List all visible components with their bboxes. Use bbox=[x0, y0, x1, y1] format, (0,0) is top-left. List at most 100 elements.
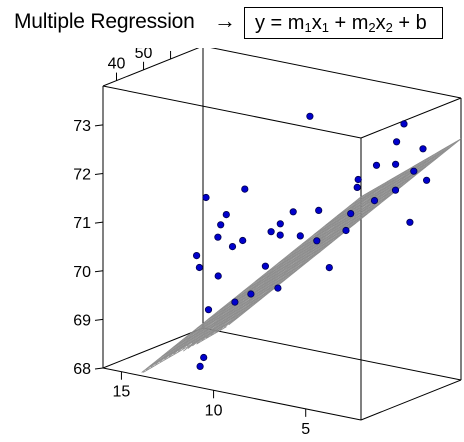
plane-grid-line bbox=[149, 307, 251, 367]
data-point bbox=[392, 138, 401, 146]
plane-grid-line bbox=[360, 138, 462, 198]
equation-plus: + m bbox=[328, 12, 369, 34]
data-point bbox=[276, 220, 284, 228]
data-point bbox=[276, 231, 284, 239]
data-point bbox=[422, 176, 431, 184]
data-point bbox=[222, 211, 230, 219]
header-label: Multiple Regression bbox=[14, 10, 195, 33]
data-point bbox=[353, 183, 361, 191]
plane-grid-line bbox=[313, 176, 415, 235]
plane-grid-line bbox=[161, 298, 262, 357]
box-edge bbox=[102, 327, 204, 369]
plane-grid-line bbox=[184, 279, 286, 339]
box-edge bbox=[210, 48, 462, 99]
plane-grid-line bbox=[278, 204, 380, 263]
equation-sub-x2: 2 bbox=[385, 20, 393, 35]
x1-tick-label: 5 bbox=[301, 421, 310, 438]
data-point bbox=[325, 263, 333, 272]
data-point bbox=[241, 185, 249, 193]
data-point bbox=[296, 232, 304, 240]
box-edge bbox=[202, 327, 462, 381]
axis-labels: 6869707172735101540506070 bbox=[73, 48, 310, 438]
data-point bbox=[354, 175, 362, 184]
equation-sub-x1: 1 bbox=[321, 20, 329, 35]
plane-grid-line bbox=[325, 166, 427, 226]
box-edge bbox=[102, 48, 200, 87]
data-point bbox=[391, 160, 400, 168]
plane-grid-line bbox=[142, 316, 239, 373]
data-point bbox=[347, 210, 355, 218]
equation-x1: x bbox=[311, 12, 322, 34]
box-edge bbox=[360, 97, 462, 139]
data-point bbox=[400, 120, 408, 128]
data-point bbox=[217, 221, 225, 229]
z-tick-label: 72 bbox=[73, 167, 91, 184]
header: Multiple Regression → y = m1x1 + m2x2 + … bbox=[0, 0, 464, 48]
data-point bbox=[315, 206, 323, 214]
data-point bbox=[274, 284, 282, 292]
data-point bbox=[202, 193, 210, 202]
data-point bbox=[228, 243, 237, 251]
plane-grid-line bbox=[231, 241, 333, 301]
z-tick-label: 73 bbox=[73, 118, 91, 135]
z-tick-label: 69 bbox=[73, 312, 91, 329]
data-point bbox=[231, 298, 239, 306]
equation-box: y = m1x1 + m2x2 + b bbox=[244, 7, 443, 39]
plane-grid-line bbox=[173, 288, 274, 348]
plane-grid-line bbox=[337, 157, 438, 216]
data-points bbox=[193, 112, 431, 370]
data-point bbox=[261, 262, 269, 270]
plane-grid-line bbox=[141, 196, 362, 373]
z-tick bbox=[94, 318, 104, 321]
scatter-3d-chart: 6869707172735101540506070 bbox=[73, 48, 462, 438]
plane-grid-line bbox=[208, 260, 309, 320]
data-point bbox=[289, 208, 297, 216]
plane-grid-line bbox=[290, 194, 391, 254]
box-edge bbox=[102, 367, 362, 421]
equation-sub-m2: 2 bbox=[368, 20, 376, 35]
equation-tail: + b bbox=[392, 12, 427, 34]
plane-grid-line bbox=[196, 326, 227, 345]
data-point bbox=[391, 186, 400, 194]
box-edge bbox=[360, 379, 462, 421]
x2-tick-label: 40 bbox=[108, 56, 126, 73]
z-tick bbox=[94, 173, 104, 176]
arrow-icon: → bbox=[214, 8, 236, 33]
data-point bbox=[239, 236, 247, 245]
z-tick-label: 71 bbox=[73, 215, 91, 232]
plane-grid-line bbox=[349, 147, 450, 207]
z-tick bbox=[94, 221, 104, 224]
data-point bbox=[195, 263, 203, 272]
x1-tick-label: 10 bbox=[205, 402, 223, 419]
data-point bbox=[313, 237, 321, 245]
data-point bbox=[200, 353, 208, 362]
data-point bbox=[267, 228, 275, 236]
plane-grid-line bbox=[243, 232, 344, 292]
z-tick bbox=[94, 270, 104, 273]
x2-tick-label: 60 bbox=[162, 48, 180, 51]
regression-plane bbox=[141, 138, 462, 373]
data-point bbox=[196, 362, 204, 370]
x2-tick-label: 50 bbox=[135, 48, 153, 62]
data-point bbox=[406, 218, 414, 226]
data-point bbox=[372, 161, 381, 169]
z-tick-label: 68 bbox=[73, 361, 91, 378]
data-point bbox=[419, 145, 427, 153]
plane-grid-line bbox=[196, 270, 298, 329]
z-tick bbox=[94, 124, 104, 127]
data-point bbox=[342, 226, 350, 235]
data-point bbox=[193, 252, 201, 260]
data-point bbox=[410, 167, 418, 175]
data-point bbox=[247, 290, 255, 298]
equation-x2: x bbox=[375, 12, 386, 34]
data-point bbox=[214, 233, 222, 241]
data-point bbox=[214, 272, 222, 280]
equation-lhs: y = m bbox=[255, 12, 305, 34]
equation-sub-m1: 1 bbox=[304, 20, 312, 35]
box-edge bbox=[102, 85, 362, 139]
data-point bbox=[204, 306, 213, 314]
data-point bbox=[306, 112, 314, 120]
bounding-box bbox=[102, 48, 462, 421]
z-tick bbox=[94, 367, 104, 370]
x1-tick-label: 15 bbox=[113, 384, 131, 401]
